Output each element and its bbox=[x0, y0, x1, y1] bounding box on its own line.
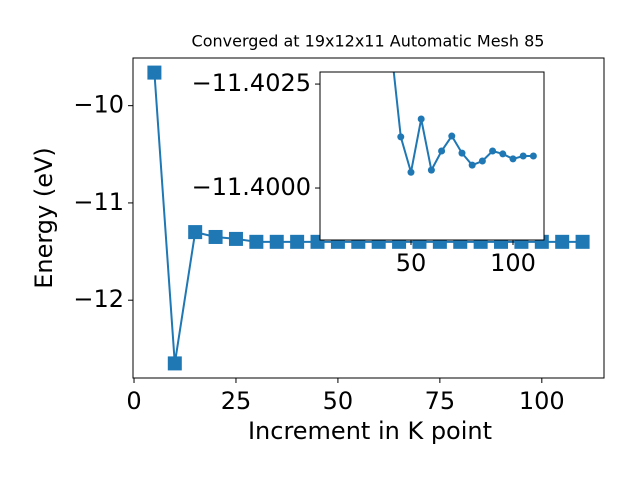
data-point bbox=[290, 234, 305, 249]
data-point bbox=[509, 155, 517, 163]
data-line bbox=[153, 72, 583, 364]
y-tick-label: −10 bbox=[73, 91, 124, 119]
x-tick-label: 0 bbox=[126, 387, 141, 415]
x-tick-label: 100 bbox=[519, 387, 565, 415]
x-tick-label: 25 bbox=[221, 387, 252, 415]
data-point bbox=[499, 150, 507, 158]
y-tick-label: −11 bbox=[73, 188, 124, 216]
data-point bbox=[438, 147, 446, 155]
x-tick-label: 100 bbox=[490, 249, 536, 277]
chart-title: Converged at 19x12x11 Automatic Mesh 85 bbox=[192, 32, 545, 51]
x-tick-label: 75 bbox=[425, 387, 456, 415]
data-point bbox=[468, 161, 476, 169]
plot-content bbox=[392, 72, 537, 176]
y-axis-label: Energy (eV) bbox=[30, 147, 58, 289]
data-point bbox=[208, 229, 223, 244]
data-point bbox=[448, 132, 456, 140]
plot-frame bbox=[319, 71, 545, 241]
data-point bbox=[575, 234, 590, 249]
data-point bbox=[555, 234, 570, 249]
data-point bbox=[249, 234, 264, 249]
data-point bbox=[397, 133, 405, 141]
data-point bbox=[417, 115, 425, 123]
data-point bbox=[147, 65, 162, 80]
x-tick-label: 50 bbox=[396, 249, 427, 277]
data-point bbox=[269, 234, 284, 249]
data-point bbox=[407, 168, 415, 176]
data-point bbox=[228, 231, 243, 246]
y-tick-label: −12 bbox=[73, 285, 124, 313]
plot-frame bbox=[132, 57, 605, 379]
data-point bbox=[489, 147, 497, 155]
data-point bbox=[529, 152, 537, 160]
x-tick-label: 50 bbox=[323, 387, 354, 415]
y-tick-label: −11.4000 bbox=[192, 173, 311, 201]
data-point bbox=[458, 149, 466, 157]
data-point bbox=[519, 152, 527, 160]
data-point bbox=[478, 157, 486, 165]
data-point bbox=[427, 166, 435, 174]
data-point bbox=[188, 225, 203, 240]
data-point bbox=[167, 356, 182, 371]
x-axis-label: Increment in K point bbox=[248, 417, 492, 445]
y-tick-label: −11.4025 bbox=[192, 69, 311, 97]
plot-area bbox=[320, 72, 544, 240]
